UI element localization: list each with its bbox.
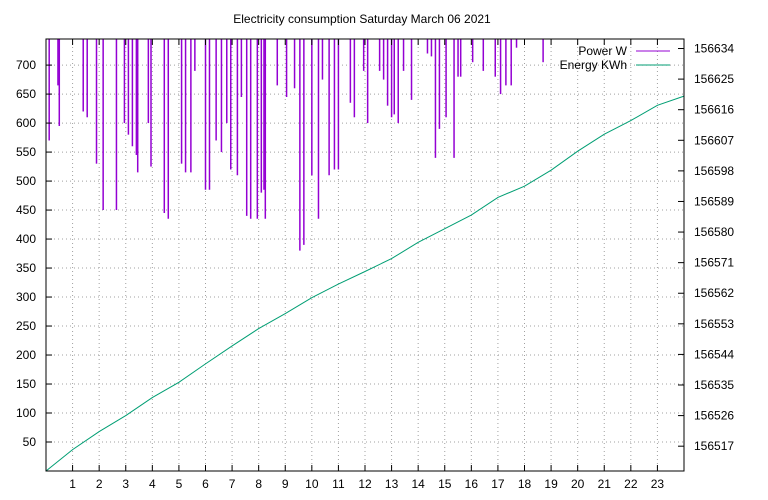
x-tick-label: 13 [385, 477, 399, 491]
y-tick-label: 400 [16, 232, 36, 246]
power-series [48, 39, 544, 251]
y-tick-label: 300 [16, 290, 36, 304]
x-tick-label: 20 [571, 477, 585, 491]
y-tick-label: 350 [16, 261, 36, 275]
x-tick-label: 8 [255, 477, 262, 491]
x-tick-label: 15 [438, 477, 452, 491]
y-tick-label: 100 [16, 406, 36, 420]
legend: Power W Energy KWh [560, 44, 670, 72]
x-tick-label: 4 [149, 477, 156, 491]
x-tick-label: 6 [202, 477, 209, 491]
y2-tick-label: 156562 [694, 286, 734, 300]
y2-tick-label: 156535 [694, 378, 734, 392]
x-tick-label: 18 [518, 477, 532, 491]
y2-tick-label: 156526 [694, 409, 734, 423]
y2-tick-label: 156607 [694, 133, 734, 147]
y-tick-label: 650 [16, 87, 36, 101]
y2-tick-label: 156580 [694, 225, 734, 239]
x-tick-label: 23 [651, 477, 665, 491]
y-tick-label: 700 [16, 58, 36, 72]
legend-label-power: Power W [578, 44, 627, 58]
y2-tick-label: 156616 [694, 103, 734, 117]
y-tick-label: 150 [16, 377, 36, 391]
x-tick-label: 11 [332, 477, 345, 491]
y2-tick-label: 156571 [694, 256, 734, 270]
x-tick-label: 7 [229, 477, 236, 491]
y2-tick-label: 156634 [694, 42, 734, 56]
x-tick-label: 9 [282, 477, 289, 491]
y-tick-label: 50 [23, 435, 37, 449]
x-tick-label: 2 [96, 477, 103, 491]
x-tick-label: 16 [465, 477, 479, 491]
energy-series-line [45, 95, 685, 472]
y-tick-label: 200 [16, 348, 36, 362]
ticks: 1 2 3 4 5 6 7 8 9 10 11 12 13 14 15 16 17 18 19 20 21 22 23501… [16, 39, 734, 491]
x-tick-label: 10 [305, 477, 319, 491]
y2-tick-label: 156517 [694, 439, 734, 453]
y2-tick-label: 156625 [694, 72, 734, 86]
x-tick-label: 1 [69, 477, 76, 491]
x-tick-label: 19 [544, 477, 558, 491]
x-tick-label: 14 [411, 477, 425, 491]
y-tick-label: 550 [16, 145, 36, 159]
x-tick-label: 12 [358, 477, 372, 491]
y2-tick-label: 156598 [694, 164, 734, 178]
y2-tick-label: 156589 [694, 194, 734, 208]
y-tick-label: 600 [16, 116, 36, 130]
x-tick-label: 5 [176, 477, 183, 491]
y-tick-label: 450 [16, 203, 36, 217]
chart-title: Electricity consumption Saturday March 0… [233, 12, 491, 26]
y-tick-label: 250 [16, 319, 36, 333]
legend-label-energy: Energy KWh [560, 58, 627, 72]
x-tick-label: 22 [624, 477, 638, 491]
x-tick-label: 17 [491, 477, 505, 491]
x-tick-label: 21 [598, 477, 612, 491]
y2-tick-label: 156553 [694, 317, 734, 331]
x-tick-label: 3 [122, 477, 129, 491]
y-tick-label: 500 [16, 174, 36, 188]
grid [46, 39, 684, 471]
y2-tick-label: 156544 [694, 347, 734, 361]
